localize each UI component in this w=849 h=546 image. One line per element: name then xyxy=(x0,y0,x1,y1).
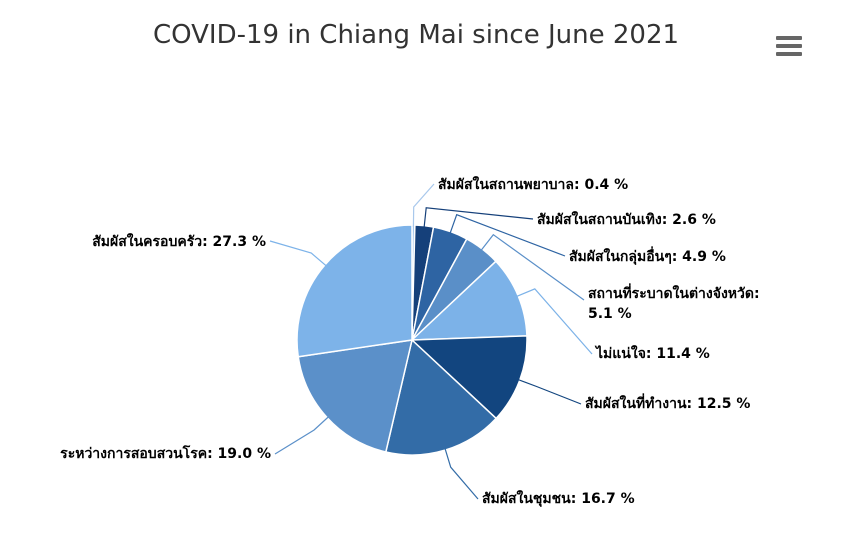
hamburger-menu-icon xyxy=(776,36,802,40)
data-label: สัมผัสในชุมชน: 16.7 % xyxy=(482,489,635,507)
label-connector xyxy=(423,207,534,228)
label-connector xyxy=(516,288,593,355)
pie-slice[interactable] xyxy=(296,224,413,358)
label-connector xyxy=(517,378,582,405)
label-connector xyxy=(269,240,327,267)
label-connector xyxy=(480,233,585,301)
label-connector xyxy=(444,447,479,500)
data-label: สัมผัสในสถานพยาบาล: 0.4 % xyxy=(438,175,628,193)
chart-menu-button[interactable] xyxy=(773,34,805,58)
data-label: สัมผัสในกลุ่มอื่นๆ: 4.9 % xyxy=(569,246,726,265)
label-connector xyxy=(412,183,435,228)
data-label: ระหว่างการสอบสวนโรค: 19.0 % xyxy=(60,444,271,462)
data-label: ไม่แน่ใจ: 11.4 % xyxy=(594,344,710,362)
data-label: สัมผัสในที่ทำงาน: 12.5 % xyxy=(585,393,750,412)
data-label: สัมผัสในครอบครัว: 27.3 % xyxy=(92,232,266,250)
label-connector xyxy=(274,416,330,455)
label-connector xyxy=(449,213,566,257)
data-label: สถานที่ระบาดในต่างจังหวัด: 5.1 % xyxy=(588,283,760,322)
data-label: สัมผัสในสถานบันเทิง: 2.6 % xyxy=(537,210,716,228)
chart-title: COVID-19 in Chiang Mai since June 2021 xyxy=(152,20,680,50)
